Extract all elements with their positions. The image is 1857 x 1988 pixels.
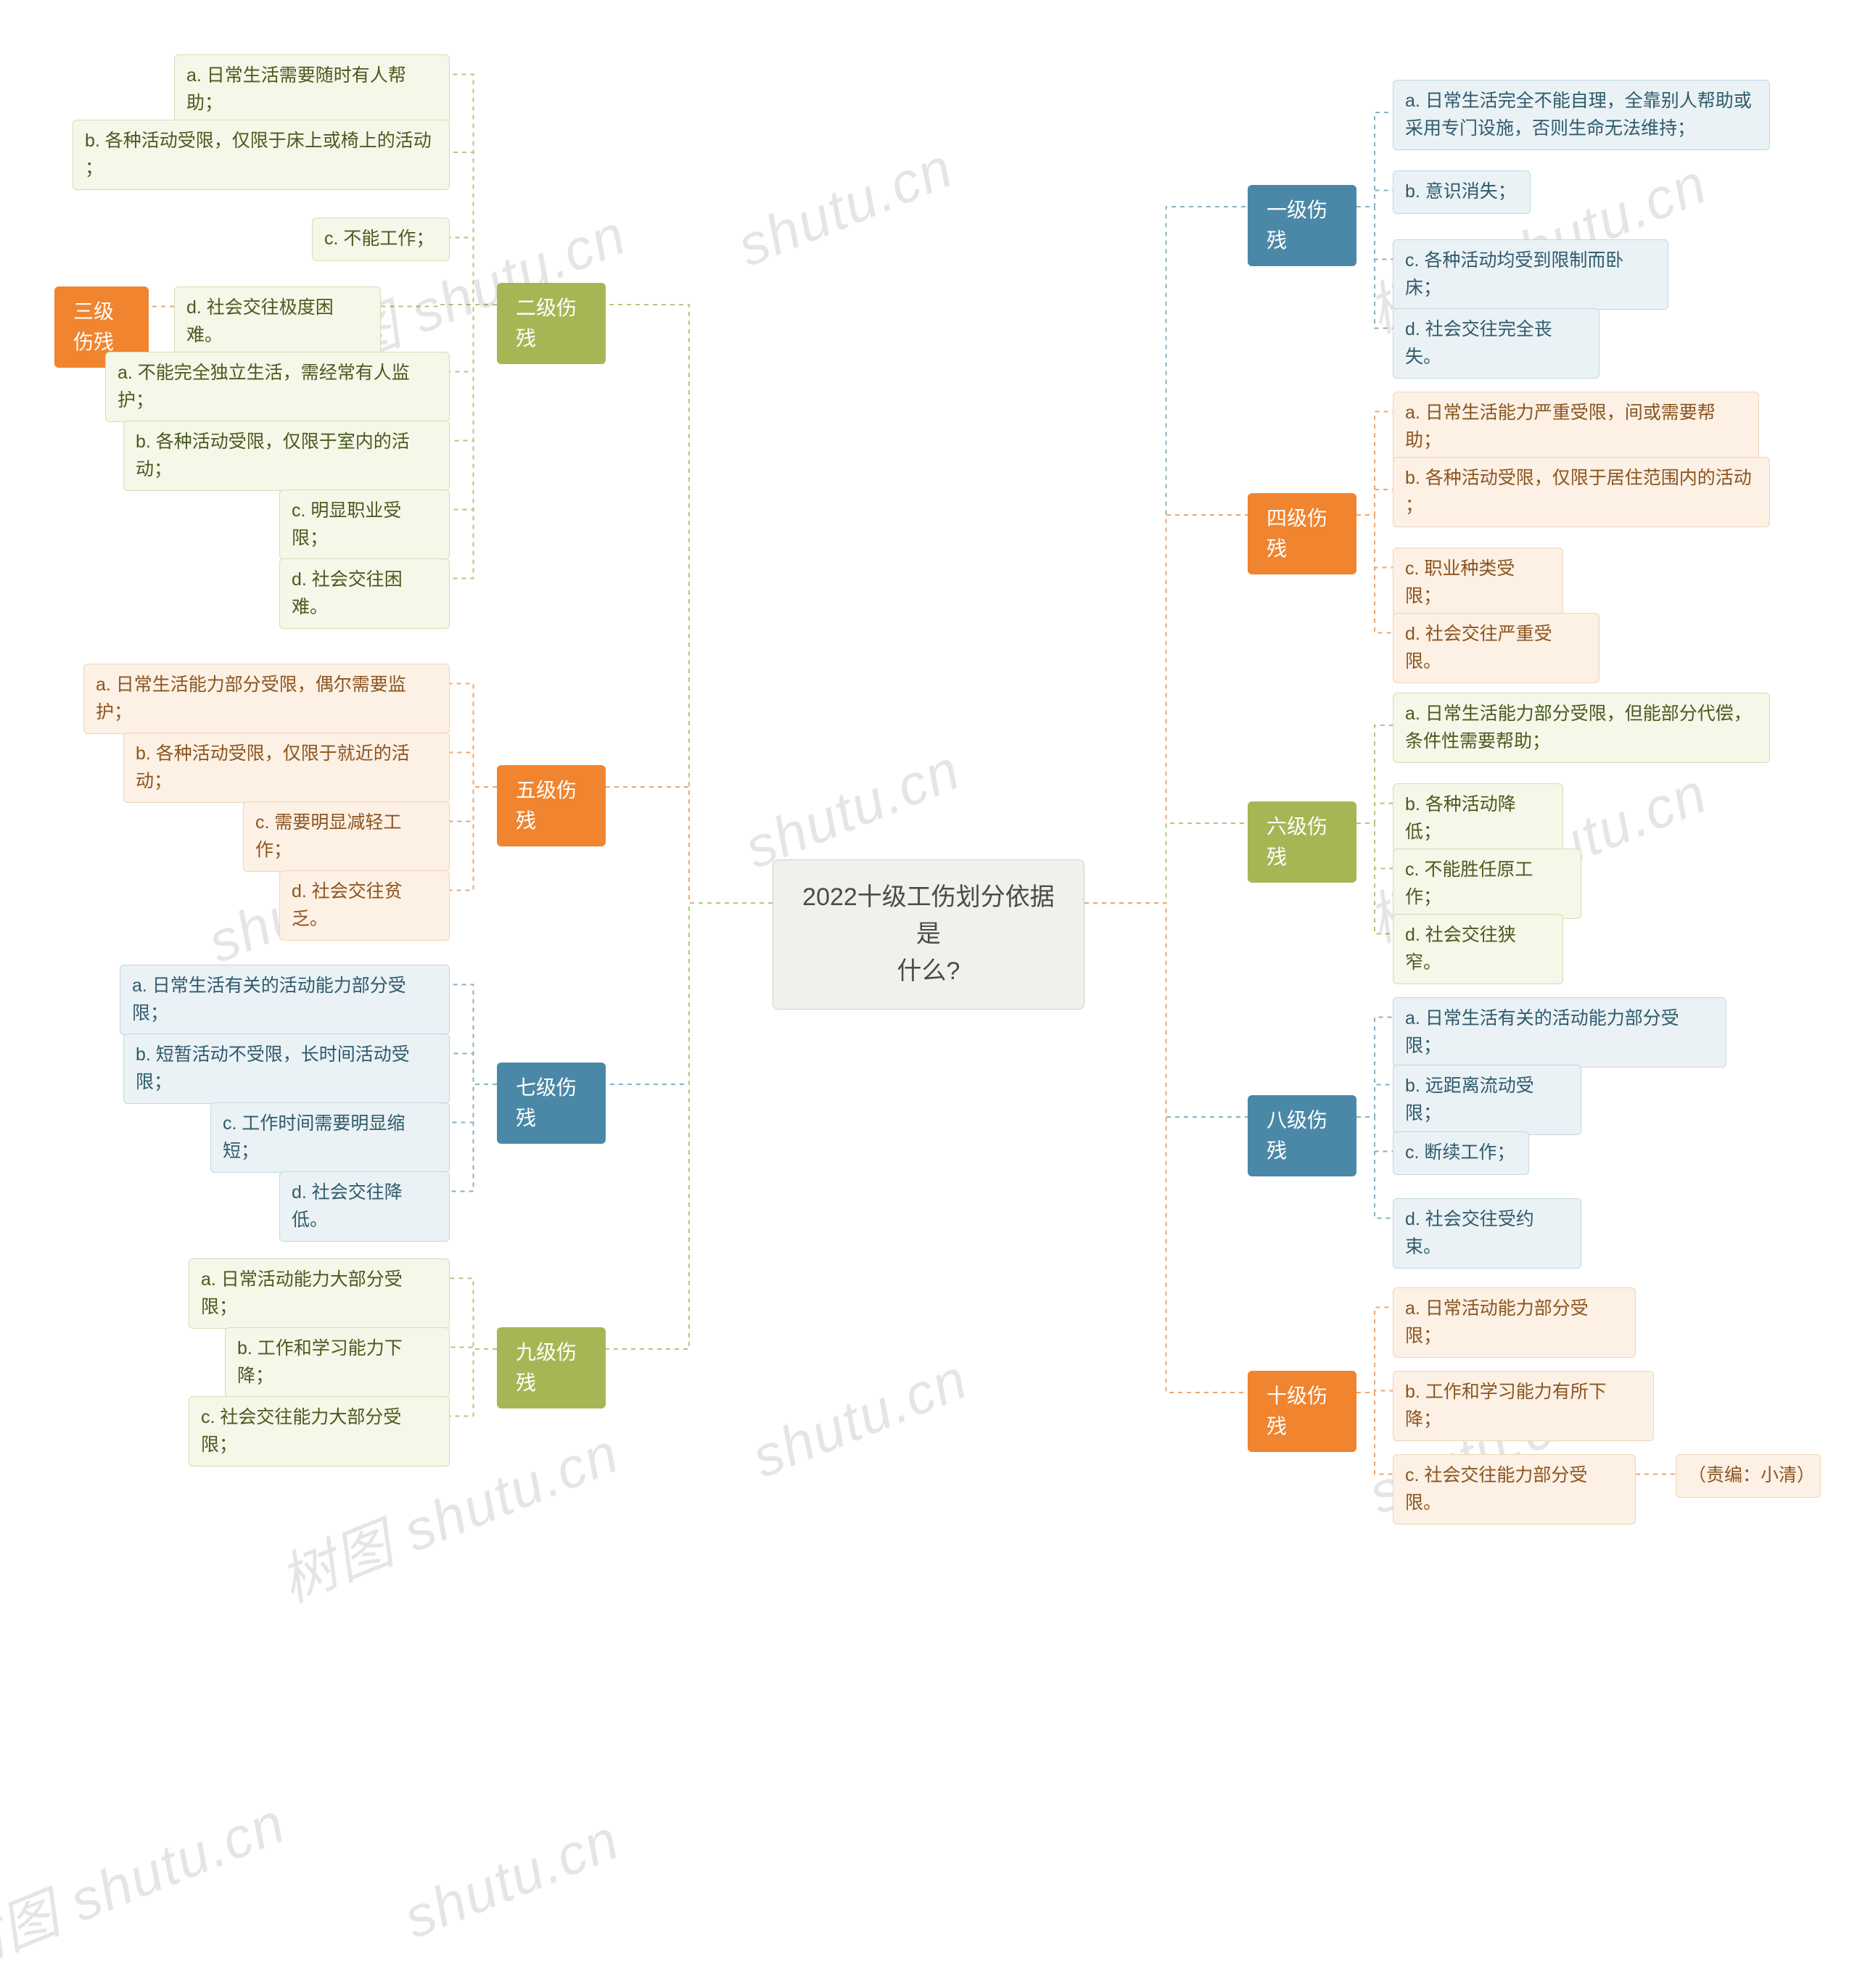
branch-lvl8: 八级伤残 <box>1248 1095 1356 1176</box>
leaf-lvl9-2: c. 社会交往能力大部分受限； <box>189 1396 450 1467</box>
leaf-lvl1-3: d. 社会交往完全丧失。 <box>1393 308 1599 379</box>
leaf-lvl9-0: a. 日常活动能力大部分受限； <box>189 1258 450 1329</box>
leaf-lvl1-0: a. 日常生活完全不能自理，全靠别人帮助或 采用专门设施，否则生命无法维持； <box>1393 80 1770 150</box>
leaf-lvl6-1: b. 各种活动降低； <box>1393 783 1563 854</box>
branch-lvl5: 五级伤残 <box>497 765 606 846</box>
leaf-lvl6-3: d. 社会交往狭窄。 <box>1393 914 1563 984</box>
leaf-lvl2-0: a. 日常生活需要随时有人帮助； <box>174 54 450 125</box>
leaf-lvl4-2: c. 职业种类受限； <box>1393 548 1563 618</box>
watermark: shutu.cn <box>743 1345 976 1491</box>
leaf-lvl6-2: c. 不能胜任原工作； <box>1393 849 1581 919</box>
watermark: shutu.cn <box>395 1806 628 1952</box>
leaf-lvl7-3: d. 社会交往降低。 <box>279 1171 450 1242</box>
branch-lvl1: 一级伤残 <box>1248 185 1356 266</box>
leaf-lvl2-4: a. 不能完全独立生活，需经常有人监护； <box>105 352 450 422</box>
leaf-lvl10-0: a. 日常活动能力部分受限； <box>1393 1287 1636 1358</box>
leaf-lvl1-1: b. 意识消失； <box>1393 170 1531 214</box>
leaf-lvl9-1: b. 工作和学习能力下降； <box>225 1327 450 1398</box>
leaf-lvl8-0: a. 日常生活有关的活动能力部分受限； <box>1393 997 1726 1068</box>
mindmap-canvas: 2022十级工伤划分依据是 什么?树图 shutu.cn树图 shutu.cns… <box>0 0 1857 1915</box>
leaf-lvl4-1: b. 各种活动受限，仅限于居住范围内的活动 ； <box>1393 457 1770 527</box>
leaf-lvl6-0: a. 日常生活能力部分受限，但能部分代偿， 条件性需要帮助； <box>1393 693 1770 763</box>
leaf-lvl8-3: d. 社会交往受约束。 <box>1393 1198 1581 1269</box>
leaf-lvl2-6: c. 明显职业受限； <box>279 490 450 560</box>
leaf-lvl7-0: a. 日常生活有关的活动能力部分受限； <box>120 965 450 1035</box>
leaf-lvl2-5: b. 各种活动受限，仅限于室内的活动； <box>123 421 450 491</box>
leaf-lvl4-3: d. 社会交往严重受限。 <box>1393 613 1599 683</box>
leaf-lvl5-1: b. 各种活动受限，仅限于就近的活动； <box>123 733 450 803</box>
branch-lvl4: 四级伤残 <box>1248 493 1356 574</box>
leaf-lvl7-2: c. 工作时间需要明显缩短； <box>210 1102 450 1173</box>
leaf-lvl10-2: c. 社会交往能力部分受限。 <box>1393 1454 1636 1525</box>
leaf-lvl5-0: a. 日常生活能力部分受限，偶尔需要监护； <box>83 664 450 734</box>
watermark: 树图 shutu.cn <box>0 1778 296 1987</box>
leaf-lvl4-0: a. 日常生活能力严重受限，间或需要帮助； <box>1393 392 1759 462</box>
leaf-lvl8-2: c. 断续工作； <box>1393 1131 1529 1175</box>
leaf-extra-lvl10-2: （责编：小清） <box>1676 1454 1821 1498</box>
branch-lvl6: 六级伤残 <box>1248 801 1356 883</box>
leaf-lvl5-3: d. 社会交往贫乏。 <box>279 870 450 941</box>
root-node: 2022十级工伤划分依据是 什么? <box>773 859 1084 1010</box>
leaf-lvl2-3: d. 社会交往极度困难。 <box>174 286 381 357</box>
leaf-lvl8-1: b. 远距离流动受限； <box>1393 1065 1581 1135</box>
branch-lvl2: 二级伤残 <box>497 283 606 364</box>
branch-lvl7: 七级伤残 <box>497 1063 606 1144</box>
leaf-lvl2-7: d. 社会交往困难。 <box>279 558 450 629</box>
leaf-lvl10-1: b. 工作和学习能力有所下降； <box>1393 1371 1654 1441</box>
leaf-lvl2-2: c. 不能工作； <box>312 218 450 261</box>
branch-lvl10: 十级伤残 <box>1248 1371 1356 1452</box>
watermark: shutu.cn <box>728 134 962 280</box>
branch-lvl9: 九级伤残 <box>497 1327 606 1408</box>
leaf-lvl1-2: c. 各种活动均受到限制而卧床； <box>1393 239 1668 310</box>
leaf-lvl5-2: c. 需要明显减轻工作； <box>243 801 450 872</box>
leaf-lvl7-1: b. 短暂活动不受限，长时间活动受限； <box>123 1034 450 1104</box>
leaf-lvl2-1: b. 各种活动受限，仅限于床上或椅上的活动 ； <box>73 120 450 190</box>
